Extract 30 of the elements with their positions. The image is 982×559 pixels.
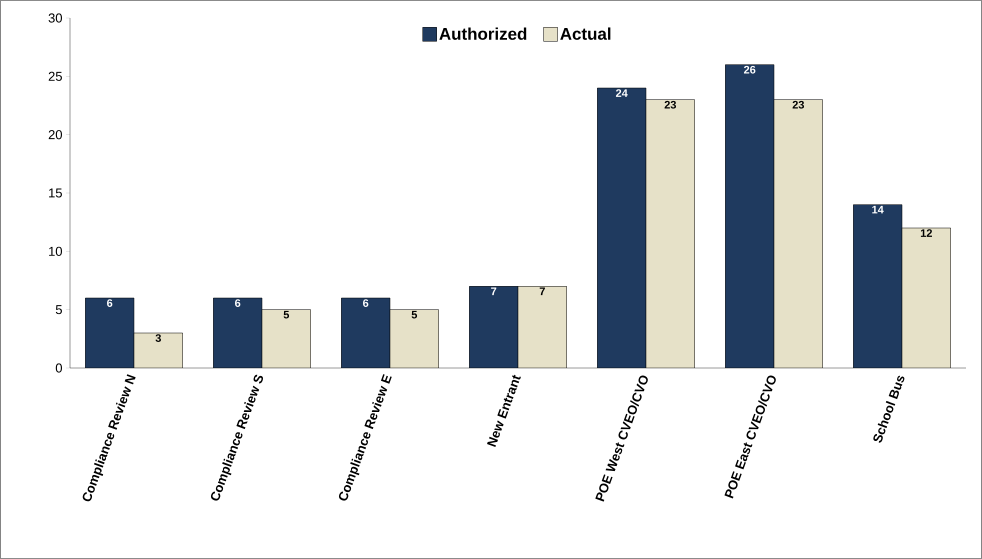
bar — [774, 100, 823, 368]
y-tick-label: 25 — [48, 72, 62, 81]
data-label: 5 — [412, 310, 418, 319]
data-label: 14 — [872, 206, 884, 214]
y-tick-label: 0 — [56, 363, 62, 373]
bar — [390, 310, 439, 368]
bar — [902, 228, 951, 368]
legend-label: Authorized — [439, 27, 526, 40]
data-label: 3 — [156, 334, 161, 342]
y-tick-label: 20 — [48, 130, 62, 140]
data-label: 6 — [363, 299, 368, 307]
data-label: 23 — [664, 100, 676, 109]
legend-label: Actual — [560, 27, 610, 40]
data-label: 26 — [744, 66, 756, 74]
bar — [262, 310, 311, 368]
y-tick-label: 10 — [49, 246, 62, 256]
y-tick-label: 30 — [48, 13, 62, 23]
data-label: 23 — [792, 100, 804, 109]
y-tick-label: 15 — [49, 188, 62, 198]
bar — [518, 286, 567, 368]
bar — [134, 333, 183, 368]
data-label: 6 — [107, 299, 112, 307]
data-label: 7 — [491, 288, 496, 296]
bar — [646, 100, 695, 368]
data-label: 7 — [540, 288, 545, 296]
data-label: 24 — [616, 89, 628, 97]
data-label: 12 — [920, 229, 932, 237]
data-label: 6 — [235, 299, 240, 307]
data-label: 5 — [284, 310, 290, 319]
y-tick-label: 5 — [56, 305, 62, 314]
